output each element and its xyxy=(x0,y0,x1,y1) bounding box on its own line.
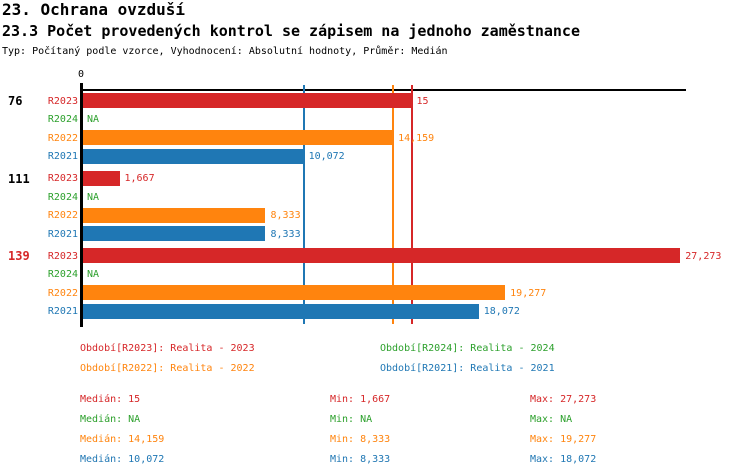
x-axis-zero-tick-label: 0 xyxy=(77,69,85,80)
bar-value-label-139-R2021: 18,072 xyxy=(483,306,520,317)
stat-max-R2024: Max: NA xyxy=(530,414,573,425)
stat-max-R2022: Max: 19,277 xyxy=(530,434,597,445)
series-label-111-R2021: R2021 xyxy=(47,228,78,240)
stat-median-R2021: Medián: 10,072 xyxy=(80,454,165,465)
bar-value-label-76-R2022: 14,159 xyxy=(398,132,435,144)
series-label-139-R2024: R2024 xyxy=(47,269,78,280)
y-axis-line xyxy=(80,83,83,327)
legend-item-R2024: Období[R2024]: Realita - 2024 xyxy=(380,343,555,354)
stat-min-R2022: Min: 8,333 xyxy=(330,434,391,445)
stat-max-R2023: Max: 27,273 xyxy=(530,394,597,405)
series-label-76-R2024: R2024 xyxy=(47,114,78,125)
bar-139-R2022 xyxy=(83,285,506,300)
median-line-R2023 xyxy=(410,85,413,324)
bar-111-R2023 xyxy=(83,170,120,186)
stat-max-R2021: Max: 18,072 xyxy=(530,454,597,465)
stat-min-R2024: Min: NA xyxy=(330,414,373,425)
bar-76-R2023 xyxy=(83,93,412,108)
bar-111-R2022 xyxy=(83,207,266,223)
stat-median-R2024: Medián: NA xyxy=(80,414,141,425)
page-meta: Typ: Počítaný podle vzorce, Vyhodnocení:… xyxy=(2,46,448,57)
bar-value-label-111-R2022: 8,333 xyxy=(270,210,301,221)
legend-item-R2023: Období[R2023]: Realita - 2023 xyxy=(80,343,255,354)
bar-value-label-111-R2021: 8,333 xyxy=(270,228,301,240)
page-title: 23. Ochrana ovzduší xyxy=(2,0,186,19)
legend: Období[R2023]: Realita - 2023 Období[R202… xyxy=(0,335,750,380)
series-label-139-R2023: R2023 xyxy=(47,250,78,262)
series-label-139-R2022: R2022 xyxy=(47,287,78,299)
median-line-R2022 xyxy=(392,85,395,324)
group-label-76: 76 xyxy=(8,94,23,108)
bar-111-R2021 xyxy=(83,226,266,241)
series-label-76-R2023: R2023 xyxy=(47,95,78,107)
stat-min-R2021: Min: 8,333 xyxy=(330,454,391,465)
x-axis-line xyxy=(80,89,686,91)
stat-min-R2023: Min: 1,667 xyxy=(330,394,391,405)
stat-median-R2022: Medián: 14,159 xyxy=(80,434,165,445)
bar-139-R2021 xyxy=(83,303,479,319)
bar-value-label-139-R2022: 19,277 xyxy=(510,287,547,299)
na-label-76-R2024: NA xyxy=(87,114,100,125)
stat-median-R2023: Medián: 15 xyxy=(80,394,141,405)
series-label-76-R2021: R2021 xyxy=(47,151,78,162)
chart-area: 0 76 R2023 15 R2024 NA R2022 14,159 R2021 10,072… xyxy=(8,69,722,327)
na-label-111-R2024: NA xyxy=(87,191,100,203)
page-subtitle: 23.3 Počet provedených kontrol se zápise… xyxy=(2,22,580,40)
bar-value-label-139-R2023: 27,273 xyxy=(685,250,722,262)
group-label-111: 111 xyxy=(8,171,30,186)
bar-value-label-111-R2023: 1,667 xyxy=(124,173,155,184)
series-label-111-R2022: R2022 xyxy=(47,210,78,221)
legend-item-R2021: Období[R2021]: Realita - 2021 xyxy=(380,363,555,374)
bar-value-label-76-R2021: 10,072 xyxy=(308,151,345,162)
bar-value-label-76-R2023: 15 xyxy=(416,95,429,107)
series-label-111-R2024: R2024 xyxy=(47,191,78,203)
group-label-139: 139 xyxy=(8,249,30,263)
na-label-139-R2024: NA xyxy=(87,269,100,280)
bar-76-R2022 xyxy=(83,130,394,145)
series-label-139-R2021: R2021 xyxy=(47,306,78,317)
median-line-R2021 xyxy=(302,85,305,324)
series-label-111-R2023: R2023 xyxy=(47,173,78,184)
stats-panel: Medián: 15 Min: 1,667 Max: 27,273 Medián: N… xyxy=(0,388,750,476)
series-label-76-R2022: R2022 xyxy=(47,132,78,144)
bar-139-R2023 xyxy=(83,248,681,263)
bar-76-R2021 xyxy=(83,148,304,164)
legend-item-R2022: Období[R2022]: Realita - 2022 xyxy=(80,363,255,374)
